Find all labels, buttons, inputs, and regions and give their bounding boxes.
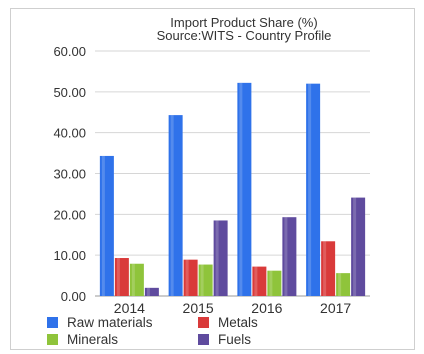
legend-swatch bbox=[198, 334, 209, 345]
bar bbox=[282, 217, 297, 296]
bar bbox=[198, 264, 213, 296]
legend-label: Minerals bbox=[67, 332, 118, 347]
bar-rect bbox=[252, 266, 267, 296]
bar-highlight bbox=[215, 220, 219, 296]
legend-label: Raw materials bbox=[67, 315, 153, 330]
bar-highlight bbox=[131, 263, 135, 296]
bar bbox=[237, 82, 252, 296]
bar-highlight bbox=[146, 287, 150, 296]
bars bbox=[99, 82, 366, 297]
bar-rect bbox=[282, 217, 297, 296]
bar bbox=[183, 259, 198, 296]
y-tick-label: 60.00 bbox=[53, 44, 86, 59]
legend-label: Fuels bbox=[218, 332, 251, 347]
bar bbox=[114, 258, 129, 296]
bar bbox=[213, 220, 228, 296]
bar bbox=[321, 241, 336, 296]
bar-rect bbox=[198, 264, 213, 296]
bar bbox=[168, 115, 183, 296]
bar bbox=[351, 197, 366, 296]
bar-highlight bbox=[200, 264, 204, 296]
bar-rect bbox=[144, 287, 159, 296]
bar bbox=[267, 270, 282, 296]
legend-item: Raw materials bbox=[47, 315, 153, 330]
chart-title: Import Product Share (%) bbox=[170, 15, 317, 30]
chart-subtitle: Source:WITS - Country Profile bbox=[157, 28, 332, 43]
bar bbox=[99, 155, 114, 296]
y-tick-label: 10.00 bbox=[53, 248, 86, 263]
bar-highlight bbox=[239, 82, 243, 296]
x-axis-ticks: 2014 2015 2016 2017 bbox=[114, 300, 352, 316]
bar-highlight bbox=[101, 155, 105, 296]
legend-item: Metals bbox=[198, 315, 258, 330]
x-tick-label: 2015 bbox=[183, 300, 214, 316]
bar-rect bbox=[114, 258, 129, 296]
bar-rect bbox=[129, 263, 144, 296]
y-tick-label: 0.00 bbox=[61, 289, 86, 304]
y-axis-ticks: 0.00 10.00 20.00 30.00 40.00 50.00 60.00 bbox=[53, 44, 86, 304]
bar-highlight bbox=[338, 273, 342, 296]
bar-rect bbox=[183, 259, 198, 296]
bar-rect bbox=[99, 155, 114, 296]
legend-label: Metals bbox=[218, 315, 258, 330]
legend-swatch bbox=[47, 334, 58, 345]
bar-highlight bbox=[308, 83, 312, 297]
bar-rect bbox=[237, 82, 252, 296]
bar bbox=[129, 263, 144, 296]
bar-highlight bbox=[353, 197, 357, 296]
bar-rect bbox=[213, 220, 228, 296]
legend: Raw materials Metals Minerals Fuels bbox=[47, 315, 258, 347]
bar bbox=[144, 287, 159, 296]
legend-item: Fuels bbox=[198, 332, 251, 347]
bar-highlight bbox=[185, 259, 189, 296]
legend-swatch bbox=[47, 317, 58, 328]
bar bbox=[252, 266, 267, 296]
y-tick-label: 50.00 bbox=[53, 85, 86, 100]
bar-highlight bbox=[170, 115, 174, 296]
y-tick-label: 40.00 bbox=[53, 126, 86, 141]
x-tick-label: 2017 bbox=[320, 300, 351, 316]
y-tick-label: 30.00 bbox=[53, 167, 86, 182]
x-tick-label: 2014 bbox=[114, 300, 145, 316]
bar-rect bbox=[267, 270, 282, 296]
legend-swatch bbox=[198, 317, 209, 328]
bar-rect bbox=[306, 83, 321, 297]
y-tick-label: 20.00 bbox=[53, 207, 86, 222]
bar-highlight bbox=[323, 241, 327, 296]
bar-highlight bbox=[284, 217, 288, 296]
bar bbox=[306, 83, 321, 297]
x-tick-label: 2016 bbox=[251, 300, 282, 316]
bar-rect bbox=[321, 241, 336, 296]
bar bbox=[336, 273, 351, 296]
bar-highlight bbox=[116, 258, 120, 296]
bar-highlight bbox=[254, 266, 258, 296]
bar-rect bbox=[168, 115, 183, 296]
bar-rect bbox=[351, 197, 366, 296]
bar-rect bbox=[336, 273, 351, 296]
legend-item: Minerals bbox=[47, 332, 118, 347]
bar-highlight bbox=[269, 270, 273, 296]
